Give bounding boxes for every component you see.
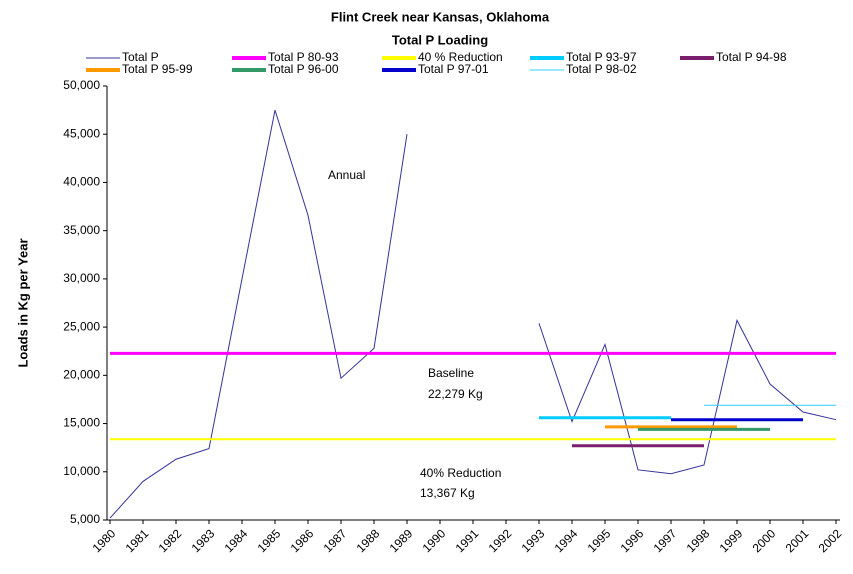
x-tick-label: 1983: [189, 526, 218, 555]
chart-subtitle: Total P Loading: [392, 32, 488, 47]
legend-label: Total P 98-02: [566, 62, 637, 76]
x-tick-label: 1995: [585, 526, 614, 555]
x-tick-label: 1987: [321, 526, 350, 555]
legend-label: Total P 97-01: [418, 62, 489, 76]
legend-label: Total P: [122, 50, 159, 64]
x-tick-label: 1990: [420, 526, 449, 555]
y-tick-label: 30,000: [63, 271, 100, 285]
y-tick-label: 15,000: [63, 416, 100, 430]
x-tick-label: 1992: [486, 526, 515, 555]
x-tick-label: 2002: [816, 526, 845, 555]
x-tick-label: 1991: [453, 526, 482, 555]
y-tick-label: 35,000: [63, 223, 100, 237]
x-tick-label: 1994: [552, 526, 581, 555]
legend-label: 40 % Reduction: [418, 50, 503, 64]
x-tick-label: 1980: [90, 526, 119, 555]
y-tick-label: 10,000: [63, 464, 100, 478]
x-tick-label: 1985: [255, 526, 284, 555]
x-tick-label: 1988: [354, 526, 383, 555]
chart-title: Flint Creek near Kansas, Oklahoma: [331, 9, 550, 24]
legend-label: Total P 94-98: [716, 50, 787, 64]
x-tick-label: 1984: [222, 526, 251, 555]
x-tick-label: 2001: [783, 526, 812, 555]
x-tick-label: 1999: [717, 526, 746, 555]
legend-label: Total P 80-93: [268, 50, 339, 64]
x-tick-label: 1996: [618, 526, 647, 555]
x-tick-label: 1993: [519, 526, 548, 555]
series-line: [109, 109, 837, 519]
x-tick-label: 1981: [123, 526, 152, 555]
legend-label: Total P 95-99: [122, 62, 193, 76]
y-axis-label: Loads in Kg per Year: [15, 238, 30, 367]
annotation: Baseline: [428, 366, 474, 380]
y-tick-label: 20,000: [63, 368, 100, 382]
x-tick-label: 1986: [288, 526, 317, 555]
annotation: 13,367 Kg: [420, 486, 475, 500]
annotation: Annual: [328, 168, 365, 182]
y-tick-label: 5,000: [70, 512, 100, 526]
legend-label: Total P 93-97: [566, 50, 637, 64]
x-tick-label: 1998: [684, 526, 713, 555]
x-tick-label: 2000: [750, 526, 779, 555]
annotation: 22,279 Kg: [428, 387, 483, 401]
x-tick-label: 1997: [651, 526, 680, 555]
x-tick-label: 1989: [387, 526, 416, 555]
x-tick-label: 1982: [156, 526, 185, 555]
annotation: 40% Reduction: [420, 466, 501, 480]
legend-label: Total P 96-00: [268, 62, 339, 76]
y-tick-label: 45,000: [63, 126, 100, 140]
y-tick-label: 25,000: [63, 319, 100, 333]
y-tick-label: 40,000: [63, 175, 100, 189]
y-tick-label: 50,000: [63, 78, 100, 92]
